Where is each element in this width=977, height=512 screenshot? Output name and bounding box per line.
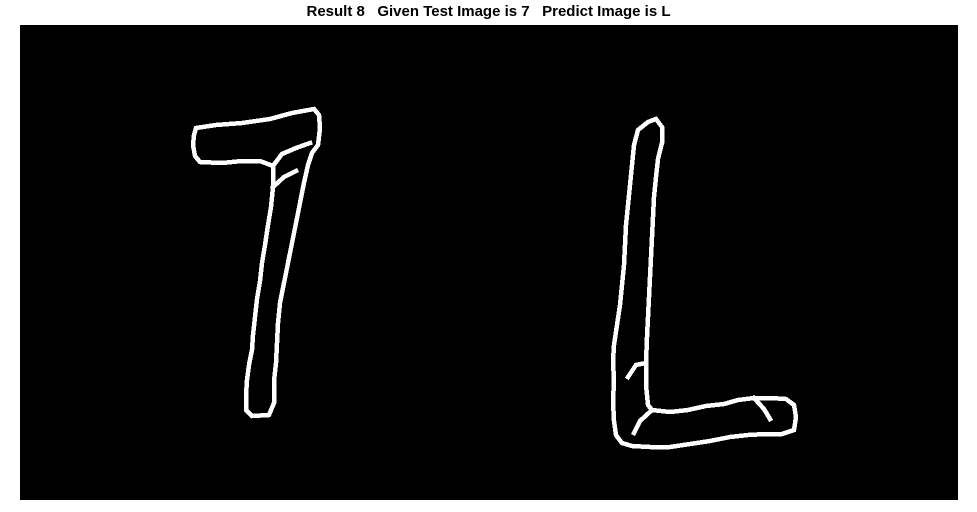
edge-image bbox=[190, 106, 799, 450]
image-panel bbox=[20, 25, 958, 500]
letter-l-inner-stroke bbox=[624, 360, 774, 437]
digit-seven-inner-stroke bbox=[269, 140, 313, 191]
figure-title: Result 8 Given Test Image is 7 Predict I… bbox=[306, 3, 671, 20]
letter-l-outline bbox=[610, 116, 799, 450]
digit-seven-outline bbox=[190, 106, 323, 419]
